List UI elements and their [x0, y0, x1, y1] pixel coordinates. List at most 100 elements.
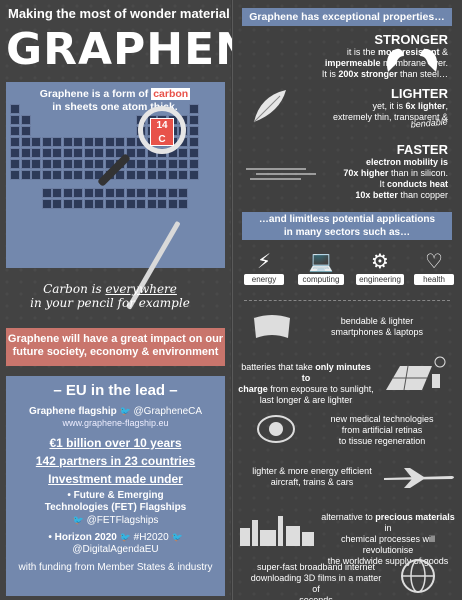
apps-title-l2: in many sectors such as…	[283, 227, 411, 238]
element-cell	[188, 115, 199, 125]
element-cell	[10, 170, 20, 180]
lighter-l2: extremely thin, transparent &	[332, 112, 448, 122]
lighter-block: LIGHTER yet, it is 6x lighter, extremely…	[298, 87, 448, 134]
element-cell	[62, 199, 73, 209]
element-cell	[125, 170, 136, 180]
element-cell	[41, 159, 52, 169]
element-cell	[73, 170, 83, 180]
gears-icon: ⚙	[371, 251, 389, 273]
divider	[244, 300, 450, 301]
element-cell	[62, 159, 73, 169]
h2020-tag[interactable]: #H2020	[133, 532, 169, 543]
h2020-handle[interactable]: @DigitalAgendaEU	[72, 544, 159, 555]
element-cell	[188, 104, 199, 114]
lighter-l1b: 6x lighter	[405, 101, 446, 111]
eye-icon	[257, 415, 295, 443]
element-cell	[62, 170, 73, 180]
element-cell	[136, 159, 146, 169]
app-line: downloading 3D films in a matter of	[250, 573, 382, 594]
stronger-l3c: than steel…	[399, 69, 448, 79]
investment-heading: Investment made under	[48, 472, 183, 486]
element-cell	[136, 199, 146, 209]
flagship-handle[interactable]: @GrapheneCA	[133, 406, 203, 417]
element-cell	[115, 170, 125, 180]
carbon-tile: 14 C	[150, 118, 174, 146]
sector-energy: ⚡ energy	[244, 250, 284, 285]
app-line: from artificial retinas	[341, 425, 423, 435]
faster-block: FASTER electron mobility is 70x higher t…	[298, 143, 448, 201]
app-line: smartphones & laptops	[330, 327, 424, 337]
properties-title: Graphene has exceptional properties…	[242, 8, 452, 26]
lighter-l1a: yet, it is	[372, 101, 403, 111]
element-cell	[41, 148, 52, 158]
twitter-icon: 🐦	[119, 406, 131, 416]
app-line: to tissue regeneration	[338, 436, 426, 446]
element-cell	[41, 137, 52, 147]
element-cell	[136, 170, 146, 180]
element-cell	[188, 137, 199, 147]
h2020-label: • Horizon 2020	[48, 532, 117, 543]
element-cell	[20, 126, 31, 136]
element-cell	[188, 170, 199, 180]
sector-computing: 💻 computing	[298, 250, 344, 285]
app-line: the worldwide supply of goods	[327, 556, 449, 566]
apps-title-l1: …and limitless potential applications	[258, 214, 436, 225]
element-cell	[31, 137, 41, 147]
sector-label: engineering	[356, 274, 404, 285]
app-line: super-fast broadband internet	[256, 562, 376, 572]
element-cell	[115, 199, 125, 209]
sector-engineering: ⚙ engineering	[356, 250, 404, 285]
faster-l1: electron mobility is	[365, 157, 448, 167]
element-cell	[83, 137, 94, 147]
sector-label: computing	[298, 274, 344, 285]
element-cell	[104, 199, 115, 209]
element-cell	[10, 115, 20, 125]
app-item-devices: bendable & lighter smartphones & laptops	[302, 316, 452, 338]
element-cell	[31, 159, 41, 169]
carbon-number: 14	[156, 120, 168, 131]
plug-icon: ⚡	[256, 251, 272, 273]
tagline: Making the most of wonder material	[8, 6, 230, 21]
element-cell	[94, 159, 104, 169]
sector-label: energy	[244, 274, 284, 285]
app-line: batteries that take	[241, 362, 313, 372]
flagship-url[interactable]: www.graphene-flagship.eu	[62, 418, 169, 428]
flagship-label: Graphene flagship	[28, 406, 117, 417]
everywhere-pre: Carbon is	[43, 282, 102, 296]
element-cell	[178, 188, 188, 198]
element-cell	[188, 148, 199, 158]
element-cell	[83, 159, 94, 169]
element-cell	[157, 199, 167, 209]
fet-handle[interactable]: @FETFlagships	[86, 515, 159, 526]
laptop-icon: 💻	[308, 251, 334, 273]
app-line: aircraft, trains & cars	[270, 477, 354, 487]
app-line: last longer & are lighter	[259, 395, 353, 405]
periodic-caption: Graphene is a form of carbon in sheets o…	[30, 88, 200, 114]
eu-panel: – EU in the lead – Graphene flagship 🐦 @…	[6, 376, 225, 596]
solar-panel-icon	[386, 356, 446, 391]
plane-icon	[384, 468, 454, 488]
faster-l3a: It	[379, 179, 385, 189]
app-item-broadband: super-fast broadband internet downloadin…	[246, 562, 386, 600]
everywhere-word: everywhere	[105, 282, 177, 296]
app-line: bendable & lighter	[340, 316, 414, 326]
element-cell	[31, 170, 41, 180]
element-cell	[52, 159, 62, 169]
impact-banner: Graphene will have a great impact on our…	[6, 328, 225, 366]
stronger-l1c: &	[441, 47, 448, 57]
stronger-l2a: impermeable	[324, 58, 381, 68]
element-cell	[62, 188, 73, 198]
app-line: from exposure to sunlight,	[270, 384, 374, 394]
feather-icon	[253, 90, 286, 123]
element-cell	[115, 188, 125, 198]
faster-l2a: 70x higher	[343, 168, 389, 178]
element-cell	[104, 137, 115, 147]
element-cell	[167, 170, 178, 180]
element-cell	[188, 159, 199, 169]
stronger-heading: STRONGER	[374, 32, 448, 47]
heart-icon: ♡	[425, 251, 443, 273]
element-cell	[178, 159, 188, 169]
caption-highlight: carbon	[151, 88, 191, 100]
element-cell	[20, 170, 31, 180]
element-cell	[146, 199, 157, 209]
